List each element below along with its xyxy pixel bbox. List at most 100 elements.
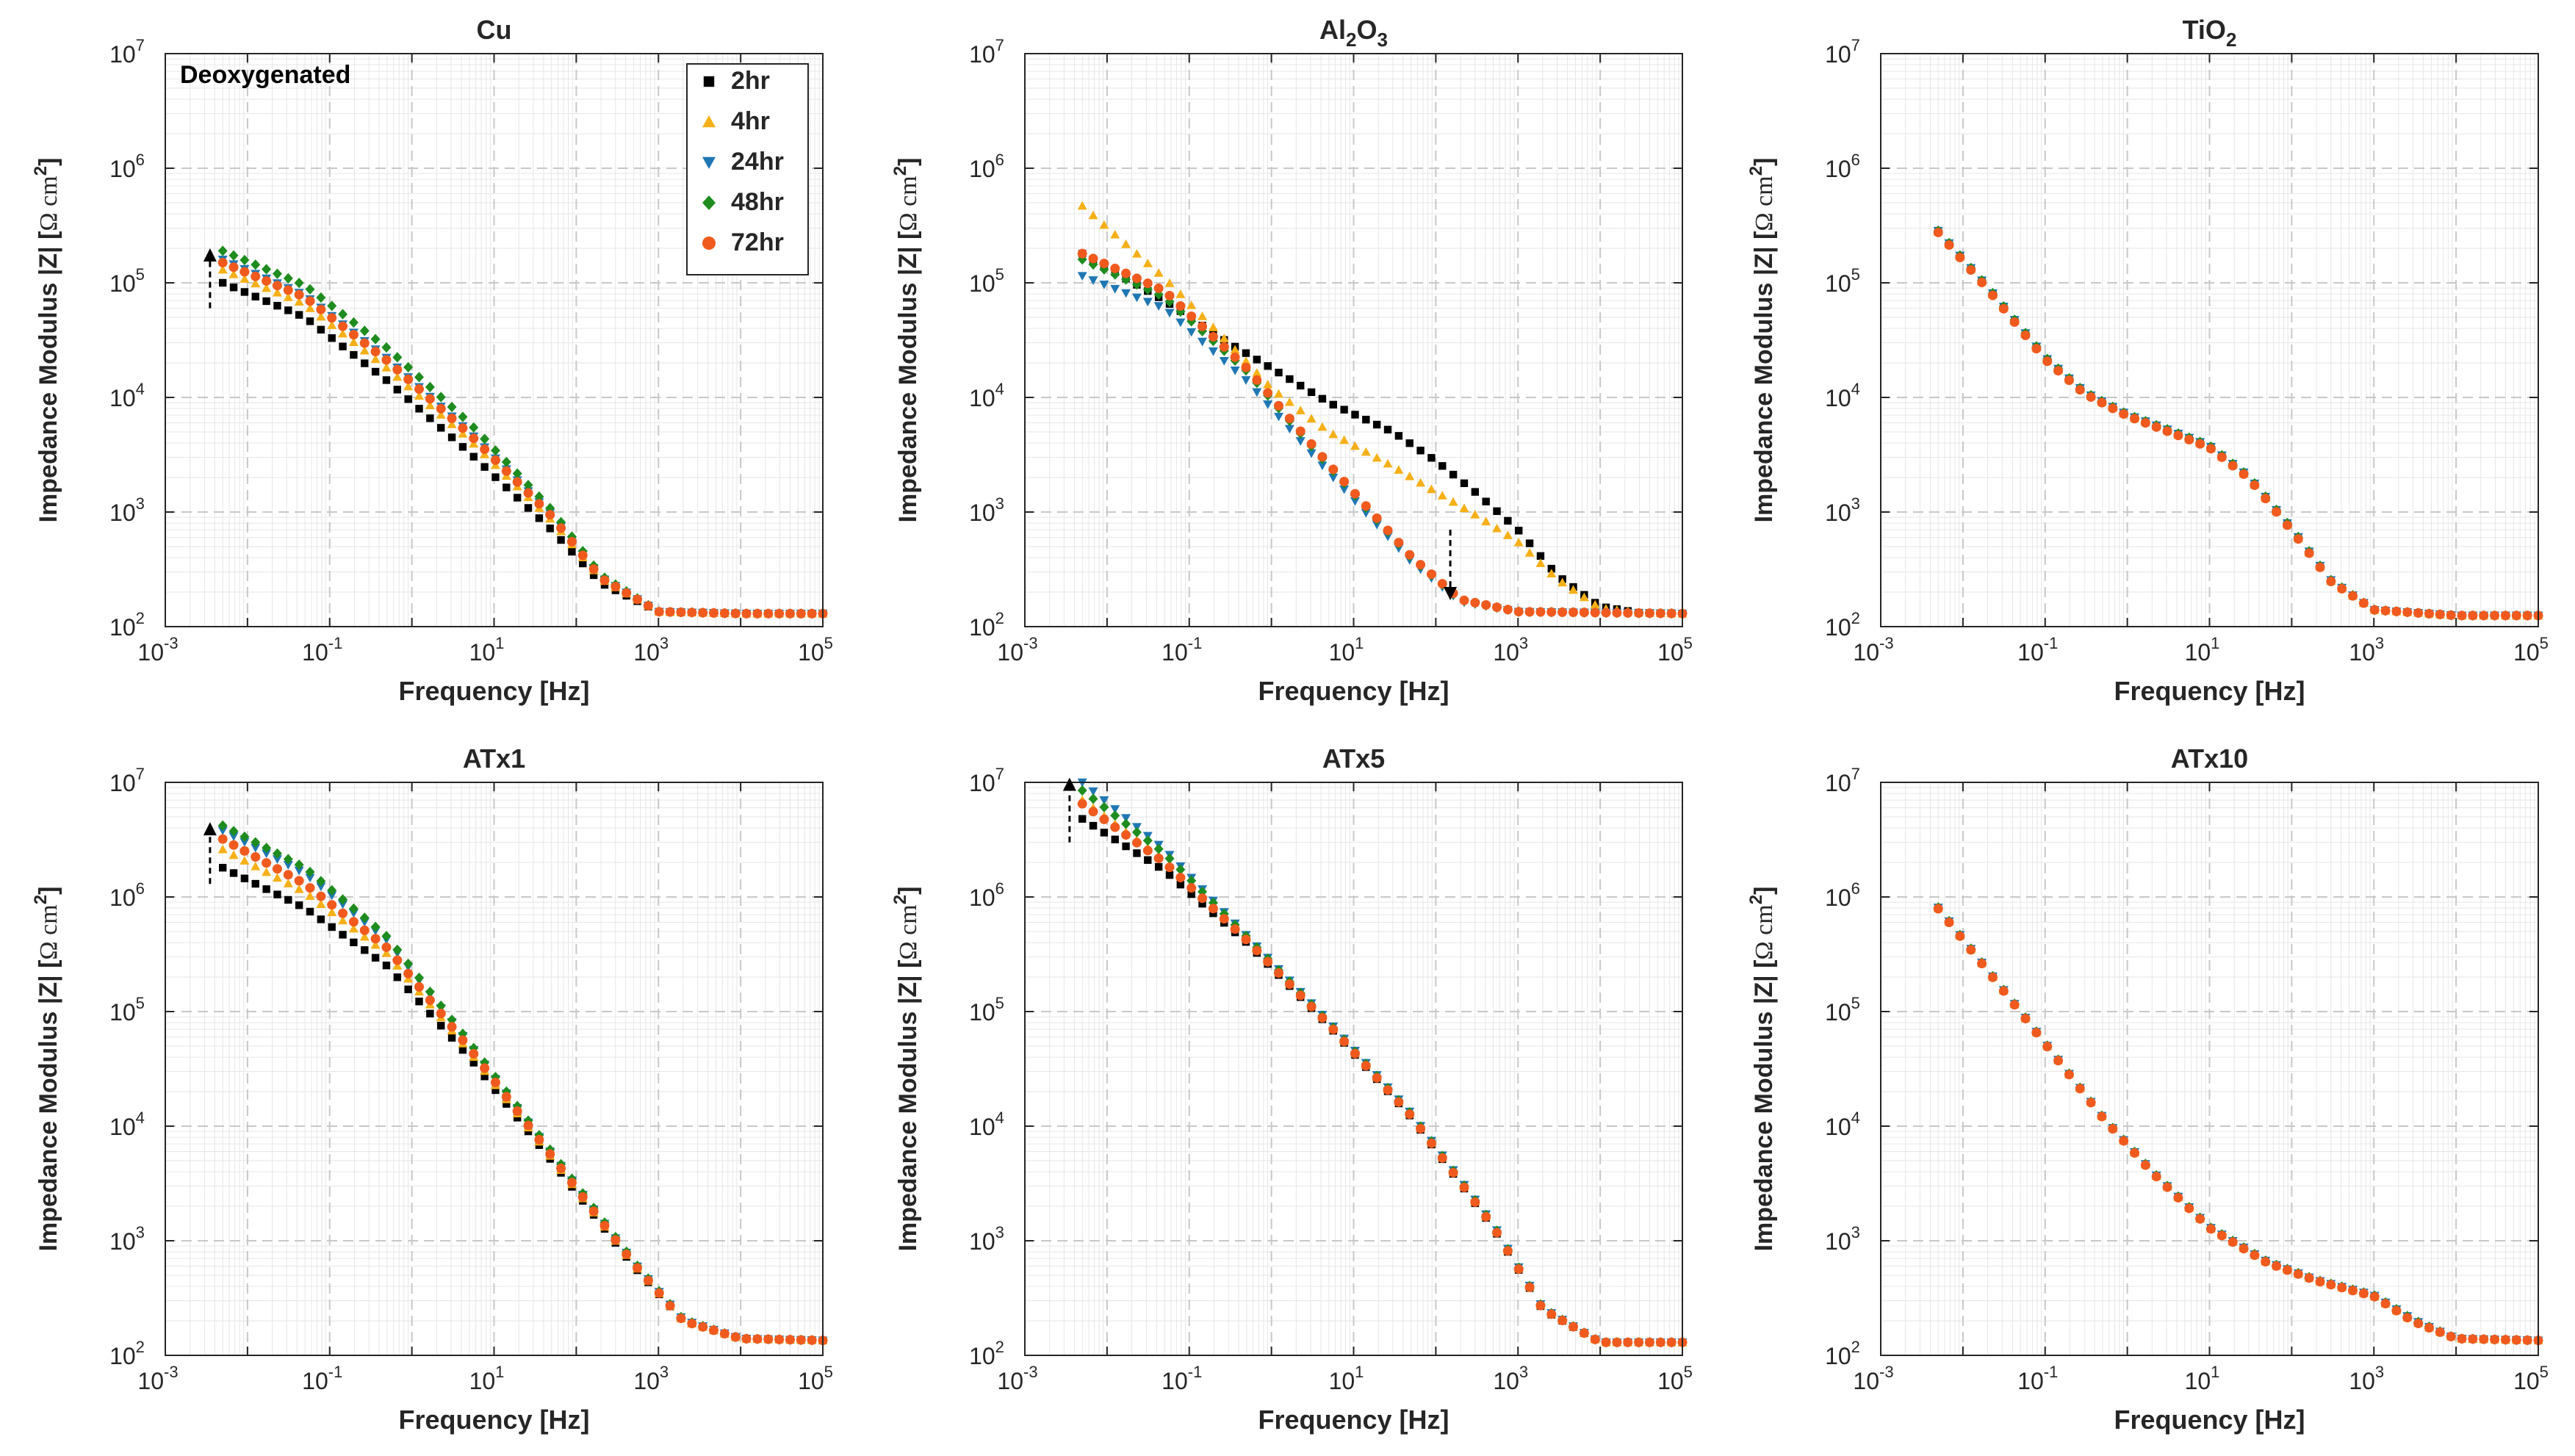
y-tick-label: 104: [969, 1109, 1004, 1140]
series-72hr: [217, 258, 828, 619]
data-point: [2490, 610, 2500, 621]
data-point: [2042, 1042, 2053, 1052]
x-tick-base: 10: [2349, 639, 2375, 666]
data-point: [1317, 1013, 1328, 1023]
y-tick-label: 105: [109, 994, 145, 1026]
data-point: [534, 1134, 544, 1145]
data-point: [1111, 835, 1119, 843]
data-point: [1372, 420, 1381, 429]
data-point: [458, 423, 468, 433]
data-point: [328, 334, 336, 342]
data-point: [1263, 400, 1273, 409]
data-point: [1966, 945, 1976, 955]
data-point: [1088, 793, 1098, 804]
data-point: [306, 317, 314, 325]
x-tick-base: 10: [137, 639, 164, 666]
data-point: [436, 410, 446, 419]
legend-label: 24hr: [731, 148, 784, 176]
data-point: [262, 849, 272, 859]
data-point: [272, 268, 282, 279]
data-point: [1099, 796, 1109, 805]
data-point: [523, 480, 533, 491]
y-tick-exponent: 5: [1851, 994, 1860, 1012]
data-point: [370, 921, 381, 932]
data-point: [480, 1073, 489, 1081]
data-point: [1426, 569, 1436, 580]
data-point: [1492, 1228, 1502, 1238]
data-point: [2119, 1136, 2129, 1146]
legend-label: 72hr: [731, 228, 784, 256]
data-point: [2315, 1277, 2325, 1287]
y-tick-base: 10: [969, 1114, 995, 1140]
data-point: [348, 917, 359, 927]
data-point: [1481, 600, 1491, 610]
data-point: [1601, 1337, 1611, 1347]
y-tick-exponent: 4: [1851, 380, 1860, 398]
data-point: [1186, 311, 1197, 321]
data-point: [2009, 1000, 2020, 1010]
data-point: [458, 443, 467, 451]
data-point: [2468, 610, 2478, 621]
y-tick-exponent: 2: [136, 1338, 145, 1356]
data-point: [1131, 826, 1142, 838]
data-point: [1340, 406, 1348, 414]
data-point: [1110, 805, 1120, 814]
x-tick-exponent: 1: [495, 1363, 504, 1381]
data-point: [1955, 931, 1965, 941]
legend-marker: [702, 156, 716, 169]
data-point: [1088, 787, 1098, 796]
data-point: [1198, 899, 1206, 908]
data-point: [2358, 1289, 2369, 1299]
x-tick-base: 10: [1329, 639, 1355, 666]
data-point: [687, 608, 697, 618]
data-point: [1460, 479, 1469, 488]
data-point: [1557, 607, 1568, 617]
data-point: [1121, 239, 1131, 248]
data-point: [338, 309, 348, 320]
minor-grid: [1025, 54, 1682, 627]
data-point: [217, 245, 228, 256]
data-point: [348, 330, 359, 340]
data-point: [2326, 1280, 2336, 1290]
data-point: [294, 297, 304, 306]
data-point: [469, 1049, 479, 1059]
data-point: [1088, 807, 1098, 817]
x-tick-exponent: 3: [1519, 1363, 1528, 1381]
data-point: [305, 873, 315, 883]
data-point: [2075, 1084, 2085, 1094]
axis-ticks: [1880, 782, 2539, 1356]
data-point: [774, 1334, 785, 1344]
y-tick-label: 107: [1825, 36, 1860, 68]
data-point: [2337, 1283, 2347, 1293]
data-point: [272, 864, 282, 874]
data-point: [1601, 608, 1611, 618]
data-point: [1230, 367, 1240, 375]
data-point: [1142, 259, 1153, 267]
data-point: [316, 304, 326, 314]
data-point: [1144, 856, 1152, 864]
x-tick-exponent: 5: [2540, 634, 2549, 652]
y-label-unit: Ω cm: [35, 176, 62, 231]
y-tick-base: 10: [969, 614, 995, 641]
y-label-superscript: 2: [890, 166, 910, 176]
data-point: [348, 317, 359, 328]
data-point: [1579, 592, 1589, 602]
data-point: [1612, 1337, 1622, 1347]
data-point: [262, 858, 272, 868]
data-point: [458, 1045, 467, 1054]
data-point: [217, 844, 228, 854]
data-point: [392, 955, 403, 965]
data-point: [381, 942, 392, 952]
minor-grid: [1881, 54, 2538, 627]
data-point: [1427, 454, 1436, 462]
y-tick-base: 10: [1825, 1114, 1851, 1140]
data-point: [708, 1325, 719, 1336]
data-point: [1274, 400, 1284, 411]
data-point: [262, 297, 270, 306]
data-point: [317, 915, 325, 923]
data-point: [381, 362, 392, 372]
y-tick-exponent: 6: [1851, 151, 1860, 169]
data-point: [1088, 210, 1098, 220]
data-point: [1944, 918, 1954, 928]
y-tick-label: 107: [1825, 765, 1860, 796]
